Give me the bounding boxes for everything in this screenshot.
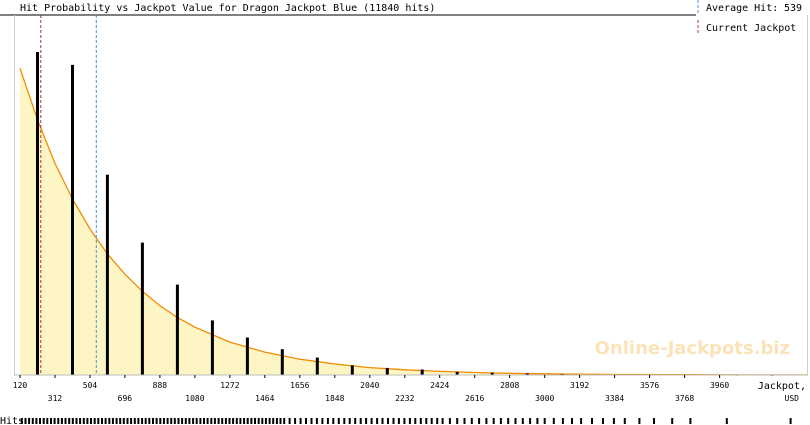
curve-layer <box>19 67 807 376</box>
tick-label-bottom: 1080 <box>185 394 204 403</box>
bar <box>525 373 529 375</box>
tick-label-top: 2424 <box>430 381 449 390</box>
legend-current-label: Current Jackpot <box>706 23 796 34</box>
legend-average-value: 539 <box>784 3 802 14</box>
bar <box>245 337 249 375</box>
bar <box>71 64 74 376</box>
chart-title: Hit Probability vs Jackpot Value for Dra… <box>20 3 435 14</box>
tick-label-top: 504 <box>83 381 98 390</box>
curve-area <box>20 68 807 375</box>
bar <box>140 242 144 375</box>
tick-label-top: 3576 <box>640 381 659 390</box>
watermark: Online-Jackpots.biz <box>595 338 790 359</box>
tick-label-bottom: 1464 <box>255 394 274 403</box>
curve-line <box>19 67 807 376</box>
legend: Average Hit: 539 Current Jackpot <box>697 0 802 34</box>
hits-label: Hits <box>0 416 24 425</box>
tick-label-top: 2040 <box>360 381 379 390</box>
tick-label-top: 888 <box>153 381 168 390</box>
tick-label-bottom: 2616 <box>465 394 484 403</box>
x-axis-label: Jackpot, <box>758 381 806 392</box>
tick-label-bottom: 696 <box>118 394 133 403</box>
tick-label-top: 3192 <box>570 381 589 390</box>
markers-layer <box>40 15 97 375</box>
bar <box>385 367 389 375</box>
tick-label-bottom: 3768 <box>675 394 694 403</box>
bar <box>350 365 354 375</box>
x-axis-unit: USD <box>785 394 800 403</box>
hits-rug <box>20 418 792 424</box>
tick-label-top: 2808 <box>500 381 519 390</box>
tick-label-top: 3960 <box>710 381 729 390</box>
bar <box>175 284 179 375</box>
bar <box>490 372 494 375</box>
bar <box>280 349 284 375</box>
tick-label-bottom: 3000 <box>535 394 554 403</box>
x-axis-ticks: 120 504 888 1272 1656 2040 2424 2808 3192 3576 396… <box>13 375 729 403</box>
bar <box>105 174 109 375</box>
tick-label-bottom: 3384 <box>605 394 624 403</box>
tick-label-top: 1272 <box>220 381 239 390</box>
bar <box>36 52 39 375</box>
bar <box>420 369 424 375</box>
tick-label-top: 1656 <box>290 381 309 390</box>
tick-label-top: 120 <box>13 381 28 390</box>
tick-label-bottom: 2232 <box>395 394 414 403</box>
legend-average-label: Average Hit: <box>706 3 778 14</box>
bar <box>210 320 214 375</box>
tick-label-bottom: 312 <box>48 394 63 403</box>
bar <box>315 357 319 375</box>
bar <box>455 371 459 375</box>
tick-label-bottom: 1848 <box>325 394 344 403</box>
